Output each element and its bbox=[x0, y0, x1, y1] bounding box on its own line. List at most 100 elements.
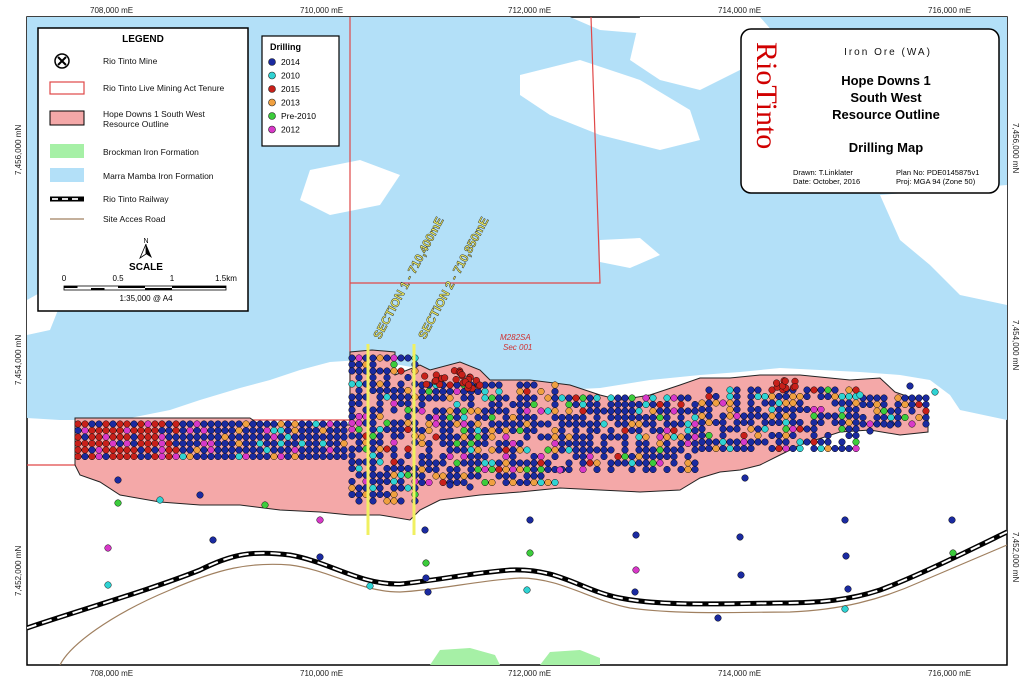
drill-hole bbox=[810, 386, 818, 394]
drill-hole bbox=[705, 392, 713, 401]
drill-hole bbox=[481, 459, 489, 467]
drill-hole bbox=[691, 400, 699, 409]
right-y-label: 7,452,000 mN bbox=[1011, 532, 1020, 582]
drill-hole bbox=[817, 412, 825, 420]
drill-hole bbox=[663, 452, 671, 461]
drill-hole bbox=[656, 446, 664, 454]
drill-hole bbox=[810, 438, 818, 446]
drill-hole bbox=[333, 439, 341, 448]
drill-hole bbox=[810, 412, 818, 420]
drill-hole bbox=[579, 433, 587, 441]
drill-hole bbox=[397, 386, 405, 395]
railway-centerline bbox=[27, 531, 1007, 629]
drill-hole bbox=[151, 446, 159, 454]
drill-hole bbox=[873, 394, 881, 402]
drill-hole bbox=[397, 399, 405, 408]
drill-hole bbox=[810, 425, 818, 433]
drill-hole bbox=[684, 433, 692, 441]
drill-hole bbox=[880, 420, 888, 428]
drill-hole bbox=[404, 393, 412, 401]
drill-hole bbox=[551, 478, 559, 487]
drill-hole bbox=[614, 420, 622, 428]
drill-hole bbox=[74, 433, 82, 441]
drill-hole bbox=[200, 426, 208, 435]
drill-hole bbox=[488, 413, 496, 422]
drill-hole bbox=[791, 383, 799, 391]
drill-hole bbox=[614, 394, 622, 402]
drill-hole bbox=[348, 419, 356, 427]
drill-hole bbox=[621, 452, 629, 461]
drill-hole bbox=[242, 433, 250, 441]
legend-item-resource-1: Hope Downs 1 South West bbox=[103, 109, 206, 119]
top-x-label: 710,000 mE bbox=[300, 6, 343, 15]
drill-hole bbox=[789, 418, 797, 427]
drill-hole bbox=[369, 380, 377, 388]
drill-hole bbox=[516, 439, 524, 448]
drill-hole bbox=[114, 499, 122, 507]
drill-hole bbox=[333, 420, 341, 428]
drill-hole bbox=[656, 452, 664, 461]
drill-hole bbox=[193, 446, 201, 454]
drill-hole bbox=[277, 426, 285, 435]
drill-hole bbox=[691, 413, 699, 422]
drill-hole bbox=[705, 405, 713, 414]
drill-hole bbox=[859, 420, 867, 428]
drill-hole bbox=[495, 446, 503, 454]
drill-hole bbox=[474, 446, 482, 454]
drill-hole bbox=[502, 465, 510, 474]
scale-tick-15: 1.5km bbox=[215, 274, 237, 283]
drill-hole bbox=[439, 394, 447, 402]
drill-hole bbox=[859, 400, 867, 409]
drill-hole bbox=[579, 400, 587, 409]
drill-hole bbox=[284, 433, 292, 441]
drill-hole bbox=[305, 452, 313, 461]
drill-hole bbox=[632, 566, 640, 574]
drill-hole bbox=[628, 452, 636, 461]
drill-hole bbox=[551, 413, 559, 422]
drill-hole bbox=[579, 407, 587, 415]
drill-hole bbox=[348, 412, 356, 421]
drill-hole bbox=[782, 431, 790, 440]
drill-hole bbox=[319, 439, 327, 448]
drill-hole bbox=[747, 386, 755, 394]
drilling-legend-swatch bbox=[268, 58, 276, 66]
drilling-legend-swatch bbox=[268, 71, 276, 80]
drill-hole bbox=[761, 425, 769, 433]
drill-hole bbox=[432, 394, 440, 402]
drill-hole bbox=[453, 433, 461, 441]
drill-hole bbox=[474, 465, 482, 474]
drill-hole bbox=[614, 413, 622, 422]
drill-hole bbox=[376, 406, 384, 414]
drill-hole bbox=[404, 464, 412, 473]
drill-hole bbox=[593, 465, 601, 474]
drill-hole bbox=[789, 431, 797, 440]
drill-hole bbox=[165, 446, 173, 454]
drill-hole bbox=[418, 465, 426, 474]
drill-hole bbox=[845, 392, 853, 401]
drill-hole bbox=[698, 444, 706, 453]
drill-hole bbox=[123, 433, 131, 441]
drill-hole bbox=[817, 444, 825, 453]
legend-item-mine: Rio Tinto Mine bbox=[103, 56, 158, 66]
drill-hole bbox=[270, 433, 278, 441]
drilling-legend-swatch bbox=[268, 98, 276, 107]
drill-hole bbox=[460, 394, 468, 402]
drill-hole bbox=[803, 405, 811, 414]
drill-hole bbox=[481, 439, 489, 448]
drill-hole bbox=[390, 354, 398, 362]
drill-hole bbox=[460, 433, 468, 441]
top-x-label: 708,000 mE bbox=[90, 6, 133, 15]
drill-hole bbox=[915, 413, 923, 422]
drill-hole bbox=[845, 444, 853, 453]
drill-hole bbox=[572, 452, 580, 461]
drill-hole bbox=[526, 549, 534, 557]
drill-hole bbox=[193, 452, 201, 461]
drill-hole bbox=[684, 439, 692, 448]
drill-hole bbox=[298, 420, 306, 428]
drill-hole bbox=[773, 379, 781, 387]
drill-hole bbox=[446, 472, 454, 480]
drill-hole bbox=[369, 367, 377, 375]
drill-hole bbox=[761, 392, 769, 401]
drill-hole bbox=[817, 418, 825, 427]
bottom-x-label: 708,000 mE bbox=[90, 669, 133, 678]
